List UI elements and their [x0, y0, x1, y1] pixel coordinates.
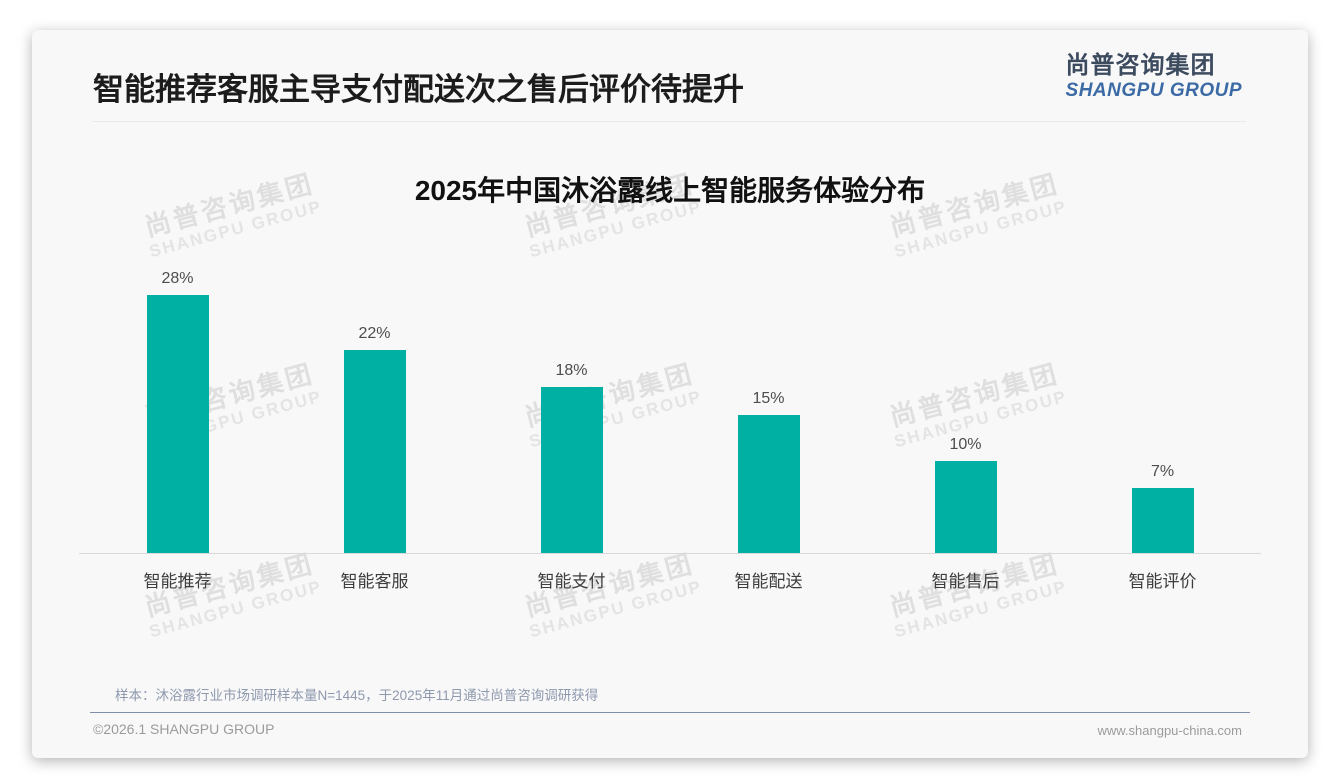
bar-value-label: 22% — [358, 325, 391, 342]
x-axis-category-label: 智能评价 — [1128, 572, 1197, 591]
company-logo: 尚普咨询集团 SHANGPU GROUP — [1066, 52, 1242, 101]
bar — [343, 350, 406, 553]
bar-column: 7% — [1064, 463, 1261, 553]
logo-text-en: SHANGPU GROUP — [1065, 80, 1242, 101]
website-url: www.shangpu-china.com — [1097, 723, 1242, 738]
bar-column: 10% — [867, 436, 1064, 553]
bar-value-label: 18% — [555, 362, 588, 379]
chart-plot-area: 28% 22% 18% 15% 10% 7% — [79, 30, 1261, 553]
watermark: 尚普咨询集团 SHANGPU GROUP — [129, 545, 335, 645]
bar — [540, 387, 603, 553]
x-axis-category-label: 智能配送 — [734, 572, 803, 591]
x-axis-category-label: 智能支付 — [537, 572, 606, 591]
bar — [1131, 488, 1194, 553]
bar — [934, 461, 997, 553]
x-axis-category-label: 智能推荐 — [143, 572, 212, 591]
bar-value-label: 28% — [161, 270, 194, 287]
bar — [737, 415, 800, 553]
watermark: 尚普咨询集团 SHANGPU GROUP — [509, 545, 715, 645]
x-axis-line — [79, 553, 1261, 554]
watermark: 尚普咨询集团 SHANGPU GROUP — [874, 545, 1080, 645]
sample-note: 样本：沐浴露行业市场调研样本量N=1445，于2025年11月通过尚普咨询调研获… — [115, 688, 599, 703]
bar-column: 18% — [473, 362, 670, 553]
bar-value-label: 7% — [1150, 463, 1175, 480]
bar-column: 28% — [79, 270, 276, 553]
bar-column: 22% — [276, 325, 473, 553]
bar — [146, 295, 209, 553]
slide-card: 智能推荐客服主导支付配送次之售后评价待提升 尚普咨询集团 SHANGPU GRO… — [32, 30, 1308, 758]
header-divider — [93, 121, 1246, 122]
x-axis-category-label: 智能客服 — [340, 572, 409, 591]
page-title: 智能推荐客服主导支付配送次之售后评价待提升 — [93, 72, 744, 107]
bar-value-label: 15% — [752, 390, 785, 407]
x-axis-category-label: 智能售后 — [931, 572, 1000, 591]
bar-column: 15% — [670, 390, 867, 553]
bar-value-label: 10% — [949, 436, 982, 453]
copyright-text: ©2026.1 SHANGPU GROUP — [93, 721, 275, 737]
x-axis-labels: 智能推荐 智能客服 智能支付 智能配送 智能售后 智能评价 — [79, 567, 1261, 592]
footer-divider — [90, 712, 1250, 713]
logo-text-cn: 尚普咨询集团 — [1065, 52, 1216, 79]
chart-title: 2025年中国沐浴露线上智能服务体验分布 — [414, 175, 926, 206]
